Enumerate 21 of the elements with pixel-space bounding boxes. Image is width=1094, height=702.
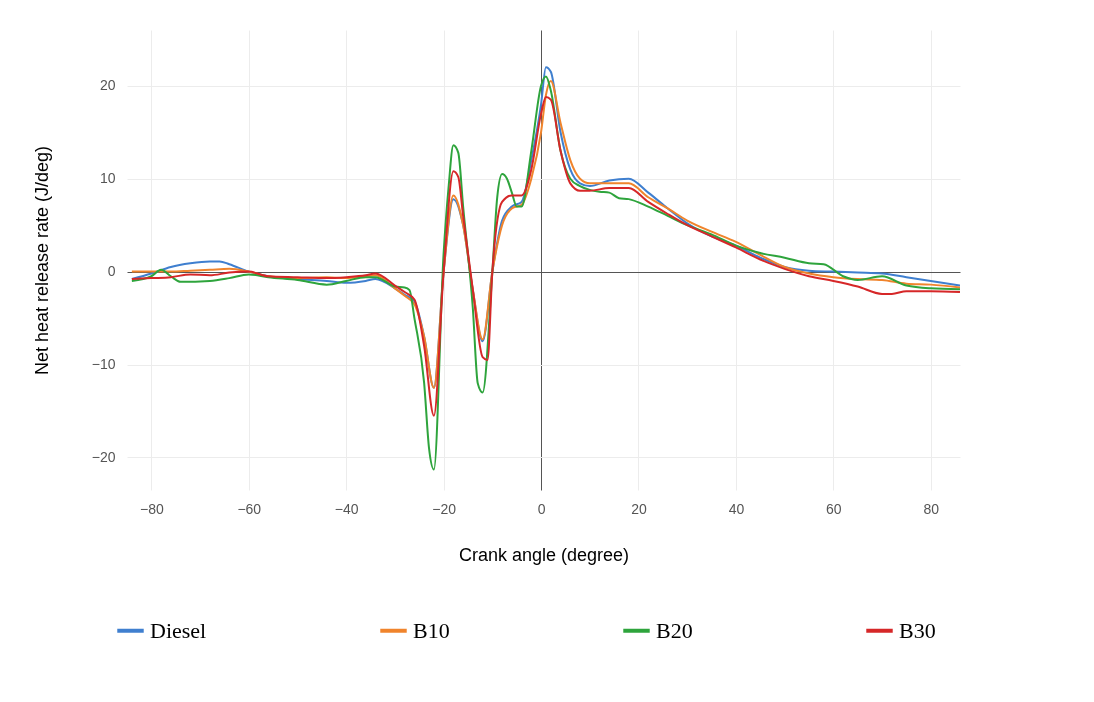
x-tick-label: −60 xyxy=(237,500,262,517)
y-tick-label: −10 xyxy=(91,356,116,373)
x-tick-label: −40 xyxy=(334,500,359,517)
x-tick-label: 20 xyxy=(631,500,647,517)
y-tick-label: 20 xyxy=(99,77,116,94)
y-tick-label: −20 xyxy=(91,448,116,465)
line-series xyxy=(130,75,960,471)
x-tick-label: −80 xyxy=(139,500,164,517)
x-tick-label: 60 xyxy=(826,500,842,517)
legend-label: B20 xyxy=(656,617,693,643)
y-tick-label: 0 xyxy=(107,263,116,280)
x-tick-label: 0 xyxy=(537,500,546,517)
y-tick-label: 10 xyxy=(99,170,116,187)
legend-label: B10 xyxy=(413,617,450,643)
legend-label: Diesel xyxy=(150,617,207,643)
legend-label: B30 xyxy=(899,617,936,643)
x-tick-label: −20 xyxy=(432,500,457,517)
x-axis-title: Crank angle (degree) xyxy=(458,544,630,565)
x-tick-label: 80 xyxy=(923,500,940,517)
y-axis-title: Net heat release rate (J/deg) xyxy=(31,145,52,376)
x-tick-label: 40 xyxy=(728,500,745,517)
